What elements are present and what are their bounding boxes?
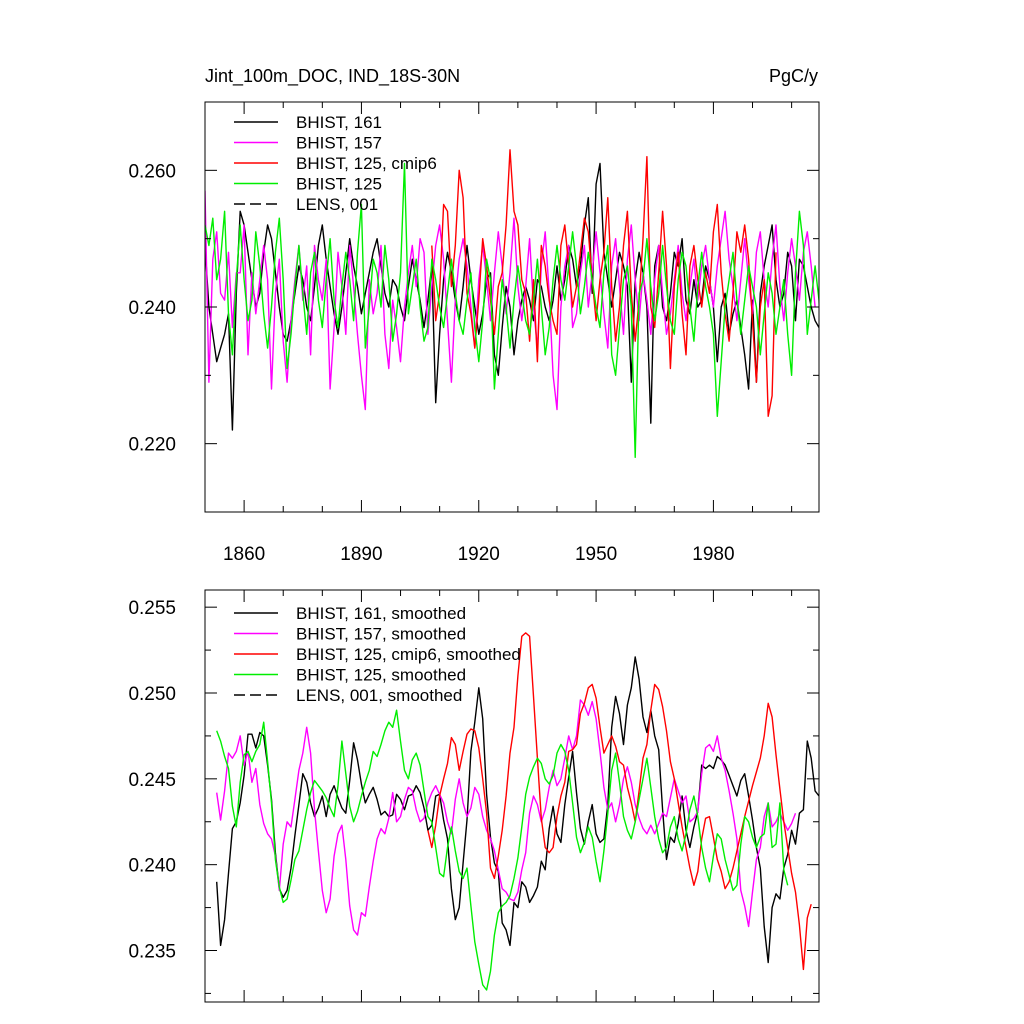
y-tick-label-0.260: 0.260 [128, 161, 176, 182]
y-tick-label-0.240: 0.240 [128, 856, 176, 877]
top-plot-frame [204, 101, 820, 513]
top-panel-title: Jint_100m_DOC, IND_18S-30N [205, 66, 460, 87]
legend-label-bhist-157-smoothed: BHIST, 157, smoothed [296, 625, 466, 644]
bottom-plot-lines [216, 632, 819, 991]
bottom-legend: BHIST, 161, smoothed BHIST, 157, smoothed… [234, 604, 521, 705]
bottom-tick-labels: 0.235 0.240 0.245 0.250 0.255 [128, 598, 176, 962]
y-tick-label-0.240: 0.240 [128, 298, 176, 319]
top-tick-labels: 1860 1890 1920 1950 1980 0.220 0.240 0.260 [128, 161, 734, 565]
legend-label-lens-001: LENS, 001 [296, 195, 378, 214]
legend-label-bhist-125: BHIST, 125 [296, 175, 382, 194]
legend-label-bhist-125-cmip6: BHIST, 125, cmip6 [296, 154, 437, 173]
x-tick-label-1980: 1980 [692, 544, 734, 565]
top-panel-units: PgC/y [769, 66, 818, 86]
legend-label-bhist-157: BHIST, 157 [296, 134, 382, 153]
series-line-bhist-125-cmip6-smoothed [427, 632, 812, 971]
legend-label-bhist-125-smoothed: BHIST, 125, smoothed [296, 666, 466, 685]
series-line-bhist-125-smoothed [216, 709, 789, 991]
y-tick-label-0.250: 0.250 [128, 684, 176, 705]
series-line-bhist-125-cmip6 [431, 149, 777, 417]
top-panel: Jint_100m_DOC, IND_18S-30N PgC/y 1860 189… [128, 66, 820, 565]
y-tick-label-0.245: 0.245 [128, 770, 176, 791]
x-tick-label-1920: 1920 [458, 544, 500, 565]
y-tick-label-0.235: 0.235 [128, 942, 176, 963]
series-line-bhist-157 [205, 190, 816, 411]
x-tick-label-1950: 1950 [575, 544, 617, 565]
series-line-bhist-161-smoothed [216, 656, 819, 964]
top-plot-lines [205, 149, 819, 458]
series-line-bhist-157-smoothed [216, 699, 797, 936]
bottom-plot-frame [204, 589, 820, 1003]
legend-label-lens-001-smoothed: LENS, 001, smoothed [296, 686, 462, 705]
bottom-axis-ticks [204, 590, 819, 1002]
series-line-bhist-125 [205, 162, 819, 458]
legend-label-bhist-125-cmip6-smoothed: BHIST, 125, cmip6, smoothed [296, 645, 521, 664]
x-tick-label-1890: 1890 [340, 544, 382, 565]
y-tick-label-0.255: 0.255 [128, 598, 176, 619]
y-tick-label-0.220: 0.220 [128, 435, 176, 456]
bottom-panel: 0.235 0.240 0.245 0.250 0.255 BHIST, 161, sm… [128, 589, 820, 1003]
legend-label-bhist-161: BHIST, 161 [296, 113, 382, 132]
x-tick-label-1860: 1860 [223, 544, 265, 565]
legend-label-bhist-161-smoothed: BHIST, 161, smoothed [296, 604, 466, 623]
